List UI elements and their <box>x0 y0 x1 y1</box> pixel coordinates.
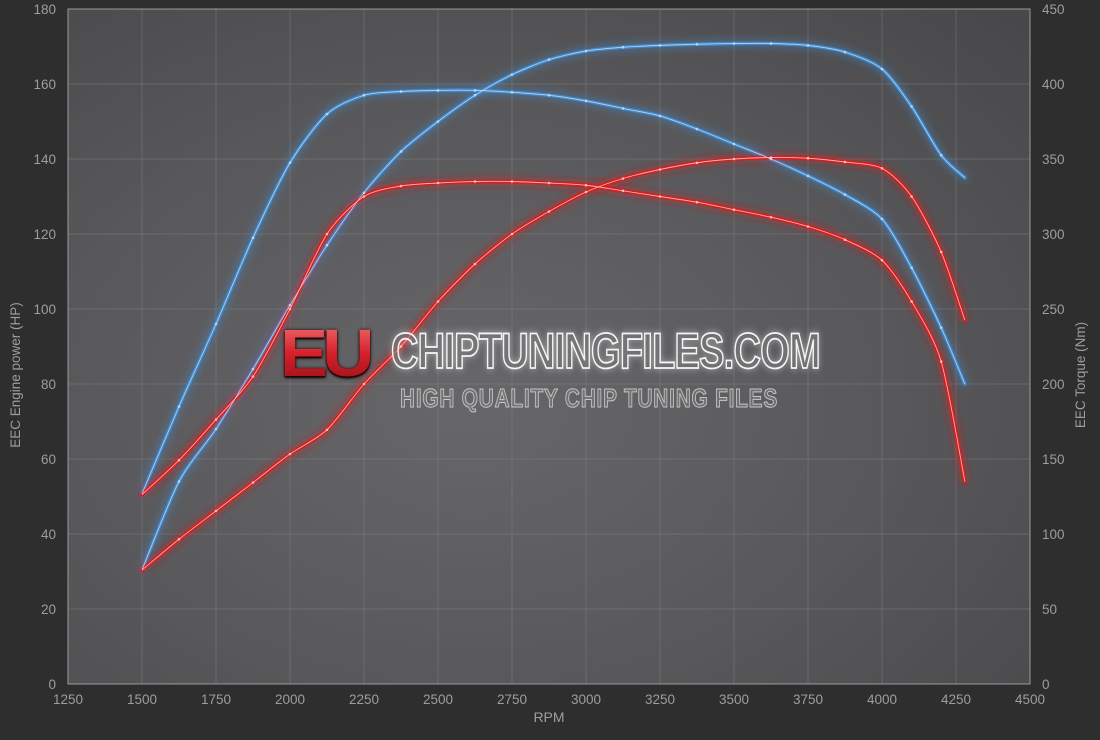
svg-text:300: 300 <box>1042 227 1065 242</box>
svg-text:50: 50 <box>1042 602 1057 617</box>
svg-text:3500: 3500 <box>719 692 749 707</box>
svg-text:0: 0 <box>48 677 56 692</box>
svg-text:2750: 2750 <box>497 692 527 707</box>
svg-text:100: 100 <box>1042 527 1065 542</box>
svg-text:80: 80 <box>41 377 56 392</box>
svg-text:1750: 1750 <box>201 692 231 707</box>
svg-text:200: 200 <box>1042 377 1065 392</box>
svg-text:1250: 1250 <box>53 692 83 707</box>
svg-text:3000: 3000 <box>571 692 601 707</box>
svg-text:3250: 3250 <box>645 692 675 707</box>
svg-text:180: 180 <box>33 2 56 17</box>
svg-text:100: 100 <box>33 302 56 317</box>
svg-text:4000: 4000 <box>867 692 897 707</box>
svg-text:RPM: RPM <box>533 709 564 725</box>
svg-text:60: 60 <box>41 452 56 467</box>
svg-text:3750: 3750 <box>793 692 823 707</box>
svg-text:4500: 4500 <box>1015 692 1045 707</box>
svg-text:140: 140 <box>33 152 56 167</box>
svg-text:150: 150 <box>1042 452 1065 467</box>
svg-text:2500: 2500 <box>423 692 453 707</box>
svg-text:20: 20 <box>41 602 56 617</box>
svg-text:EEC Engine power (HP): EEC Engine power (HP) <box>8 302 23 448</box>
svg-text:350: 350 <box>1042 152 1065 167</box>
svg-text:160: 160 <box>33 77 56 92</box>
svg-text:2000: 2000 <box>275 692 305 707</box>
svg-text:1500: 1500 <box>127 692 157 707</box>
svg-text:120: 120 <box>33 227 56 242</box>
svg-text:450: 450 <box>1042 2 1065 17</box>
svg-text:EEC Torque (Nm): EEC Torque (Nm) <box>1073 322 1088 428</box>
svg-text:40: 40 <box>41 527 56 542</box>
svg-text:250: 250 <box>1042 302 1065 317</box>
svg-text:0: 0 <box>1042 677 1050 692</box>
svg-text:4250: 4250 <box>941 692 971 707</box>
svg-text:400: 400 <box>1042 77 1065 92</box>
svg-text:2250: 2250 <box>349 692 379 707</box>
